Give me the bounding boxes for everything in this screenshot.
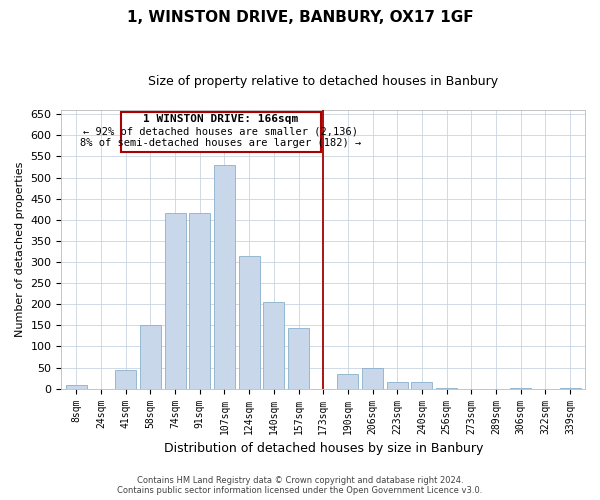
X-axis label: Distribution of detached houses by size in Banbury: Distribution of detached houses by size …	[164, 442, 483, 455]
FancyBboxPatch shape	[121, 112, 321, 152]
Text: Contains HM Land Registry data © Crown copyright and database right 2024.
Contai: Contains HM Land Registry data © Crown c…	[118, 476, 482, 495]
Text: 1, WINSTON DRIVE, BANBURY, OX17 1GF: 1, WINSTON DRIVE, BANBURY, OX17 1GF	[127, 10, 473, 25]
Bar	[140, 326, 161, 388]
Bar	[263, 302, 284, 388]
Bar	[288, 328, 309, 388]
Bar	[66, 386, 87, 388]
Bar	[164, 213, 185, 388]
Y-axis label: Number of detached properties: Number of detached properties	[15, 162, 25, 337]
Bar	[239, 256, 260, 388]
Text: 8% of semi-detached houses are larger (182) →: 8% of semi-detached houses are larger (1…	[80, 138, 361, 148]
Bar	[337, 374, 358, 388]
Bar	[189, 213, 210, 388]
Bar	[412, 382, 433, 388]
Bar	[387, 382, 408, 388]
Bar	[362, 368, 383, 388]
Title: Size of property relative to detached houses in Banbury: Size of property relative to detached ho…	[148, 75, 498, 88]
Text: ← 92% of detached houses are smaller (2,136): ← 92% of detached houses are smaller (2,…	[83, 126, 358, 136]
Bar	[115, 370, 136, 388]
Text: 1 WINSTON DRIVE: 166sqm: 1 WINSTON DRIVE: 166sqm	[143, 114, 298, 124]
Bar	[214, 165, 235, 388]
